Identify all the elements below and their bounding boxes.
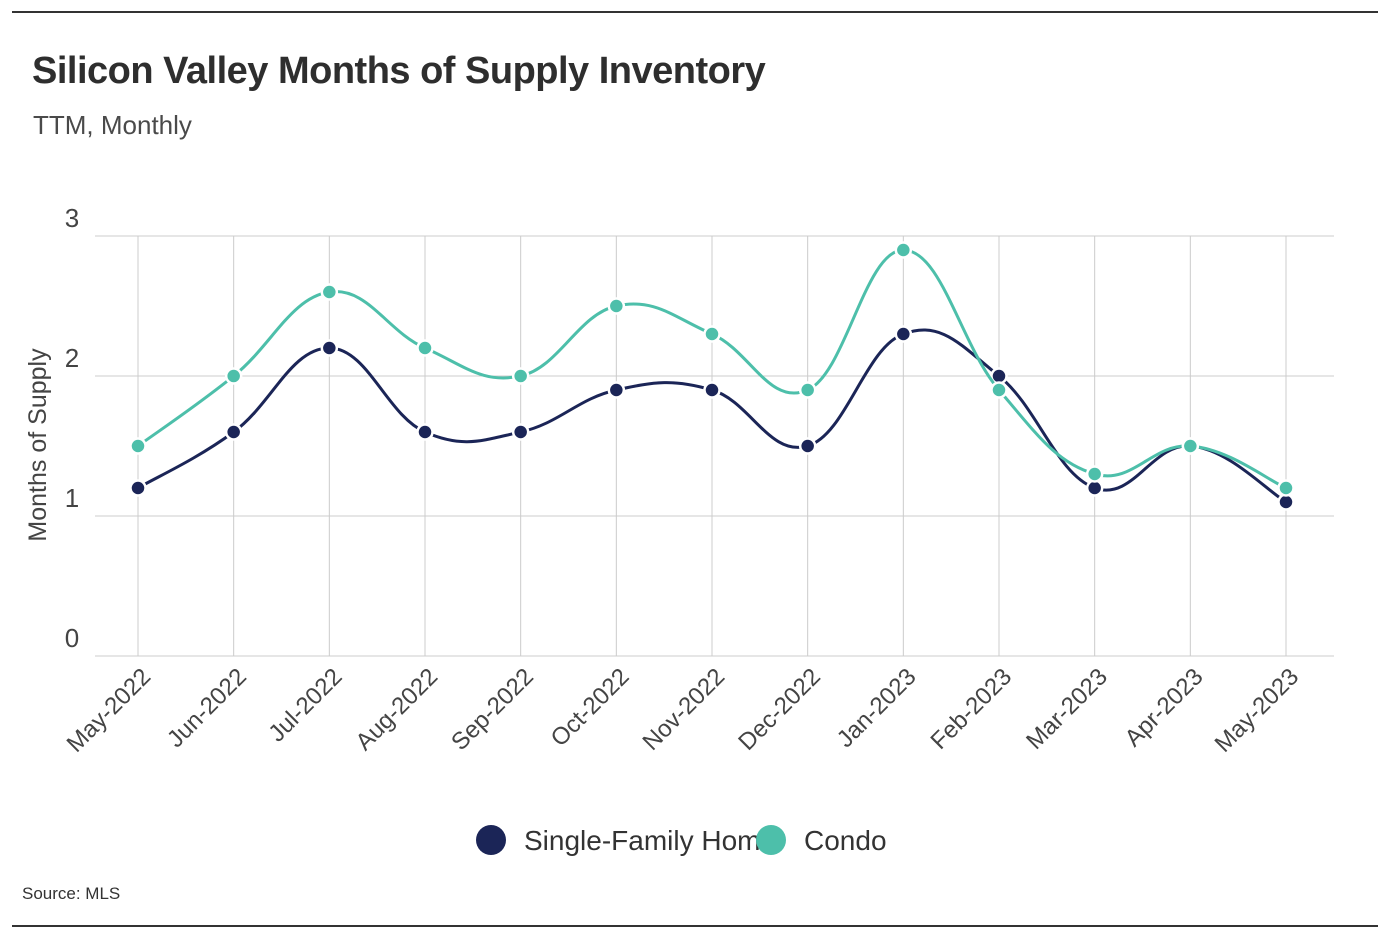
y-tick-label-2: 2	[65, 343, 79, 373]
y-axis-ticks: 0 1 2 3	[65, 203, 79, 653]
y-tick-label-3: 3	[65, 203, 79, 233]
x-tick-label-Sep-2022: Sep-2022	[446, 663, 539, 756]
point-condo-Oct-2022[interactable]	[607, 297, 626, 315]
x-tick-label-Feb-2023: Feb-2023	[925, 663, 1017, 755]
x-tick-label-Dec-2022: Dec-2022	[733, 663, 826, 756]
y-tick-label-1: 1	[65, 483, 79, 513]
point-single-family-home-Oct-2022[interactable]	[607, 381, 626, 399]
point-single-family-home-Jun-2022[interactable]	[224, 423, 243, 441]
point-condo-Dec-2022[interactable]	[798, 381, 817, 399]
point-condo-Mar-2023[interactable]	[1085, 465, 1104, 483]
x-tick-label-May-2022: May-2022	[62, 663, 157, 758]
x-tick-label-Jun-2022: Jun-2022	[162, 663, 252, 753]
x-tick-label-Nov-2022: Nov-2022	[638, 663, 731, 756]
x-tick-label-Aug-2022: Aug-2022	[351, 663, 444, 756]
bottom-rule	[12, 925, 1378, 927]
point-single-family-home-Jul-2022[interactable]	[320, 339, 339, 357]
point-single-family-home-Dec-2022[interactable]	[798, 437, 817, 455]
chart-subtitle: TTM, Monthly	[33, 110, 192, 140]
legend-swatch-condo	[756, 825, 786, 855]
legend-swatch-single-family-home	[476, 825, 506, 855]
point-condo-Aug-2022[interactable]	[416, 339, 434, 357]
x-tick-label-Apr-2023: Apr-2023	[1120, 663, 1209, 752]
y-axis-title: Months of Supply	[24, 348, 52, 542]
point-condo-Nov-2022[interactable]	[703, 325, 721, 343]
x-tick-label-Mar-2023: Mar-2023	[1021, 663, 1113, 755]
x-axis-ticks: May-2022 Jun-2022 Jul-2022 Aug-2022 Sep-2022…	[62, 663, 1305, 758]
legend-item-single-family-home[interactable]: Single-Family Home	[476, 825, 776, 856]
legend-label-single-family-home: Single-Family Home	[524, 825, 776, 856]
point-condo-May-2023[interactable]	[1277, 479, 1295, 497]
point-condo-Jun-2022[interactable]	[224, 367, 243, 385]
point-single-family-home-Nov-2022[interactable]	[703, 381, 721, 399]
x-tick-label-Jul-2022: Jul-2022	[263, 663, 347, 747]
chart-title: Silicon Valley Months of Supply Inventor…	[32, 50, 766, 92]
y-tick-label-0: 0	[65, 623, 79, 653]
point-condo-Sep-2022[interactable]	[511, 367, 530, 385]
series	[129, 241, 1295, 511]
point-condo-Jul-2022[interactable]	[320, 283, 339, 301]
point-condo-Feb-2023[interactable]	[990, 381, 1008, 399]
legend[interactable]: Single-Family Home Condo	[476, 825, 887, 856]
point-condo-Jan-2023[interactable]	[894, 241, 913, 259]
point-single-family-home-Aug-2022[interactable]	[416, 423, 434, 441]
legend-label-condo: Condo	[804, 825, 887, 856]
point-single-family-home-Sep-2022[interactable]	[511, 423, 530, 441]
point-single-family-home-Jan-2023[interactable]	[894, 325, 913, 343]
grid	[95, 235, 1334, 657]
series-condo	[129, 241, 1295, 497]
x-tick-label-May-2023: May-2023	[1210, 663, 1305, 758]
x-tick-label-Oct-2022: Oct-2022	[546, 663, 635, 752]
point-condo-May-2022[interactable]	[129, 437, 147, 455]
top-rule	[12, 11, 1378, 13]
point-condo-Apr-2023[interactable]	[1181, 437, 1200, 455]
point-single-family-home-May-2022[interactable]	[129, 479, 147, 497]
x-tick-label-Jan-2023: Jan-2023	[832, 663, 922, 753]
source-note: Source: MLS	[22, 884, 121, 903]
legend-item-condo[interactable]: Condo	[756, 825, 887, 856]
